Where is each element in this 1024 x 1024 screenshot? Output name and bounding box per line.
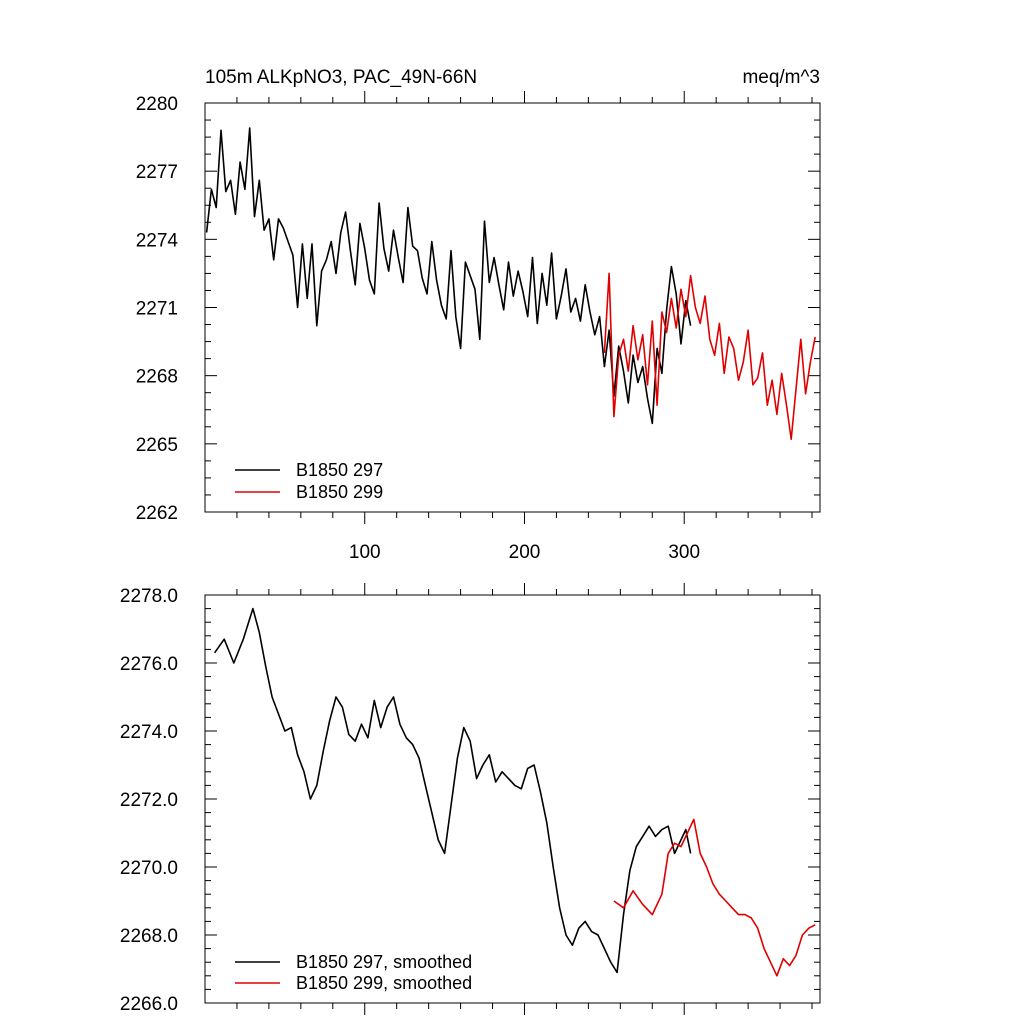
y-tick-label: 2280 xyxy=(136,94,178,115)
y-tick-label: 2272.0 xyxy=(120,790,178,811)
legend-label: B1850 299, smoothed xyxy=(296,973,472,993)
y-tick-label: 2274 xyxy=(136,230,179,251)
y-tick-label: 2271 xyxy=(136,299,178,320)
series-line-2 xyxy=(613,818,816,977)
y-tick-label: 2262 xyxy=(136,503,178,524)
legend-label: B1850 297, smoothed xyxy=(296,952,472,972)
chart-title: 105m ALKpNO3, PAC_49N-66N xyxy=(205,67,477,88)
y-tick-label: 2266.0 xyxy=(120,994,178,1015)
legend-label: B1850 299 xyxy=(296,482,383,502)
y-tick-label: 2265 xyxy=(136,435,178,456)
series-line-2 xyxy=(603,272,816,441)
y-tick-label: 2278.0 xyxy=(120,586,178,607)
y-tick-label: 2276.0 xyxy=(120,654,178,675)
series-line-1 xyxy=(213,607,692,974)
y-tick-label: 2270.0 xyxy=(120,858,178,879)
y-tick-label: 2277 xyxy=(136,162,178,183)
bottom-line-chart: 2266.0 2268.0 2270.0 2272.0 2274.0 2276.0 2278… xyxy=(120,583,821,1015)
legend-label: B1850 297 xyxy=(296,460,383,480)
x-tick-label: 100 xyxy=(349,542,381,563)
units-label: meq/m^3 xyxy=(742,67,820,88)
y-tick-label: 2268.0 xyxy=(120,926,178,947)
plot-frame xyxy=(204,594,821,1004)
top-line-chart: 2262 2265 2268 2271 2274 2277 2280 100 200 300 B18… xyxy=(136,91,821,563)
x-tick-label: 300 xyxy=(668,542,700,563)
x-tick-label: 200 xyxy=(509,542,541,563)
y-tick-label: 2274.0 xyxy=(120,722,178,743)
series-line-1 xyxy=(205,127,692,425)
y-tick-label: 2268 xyxy=(136,367,178,388)
